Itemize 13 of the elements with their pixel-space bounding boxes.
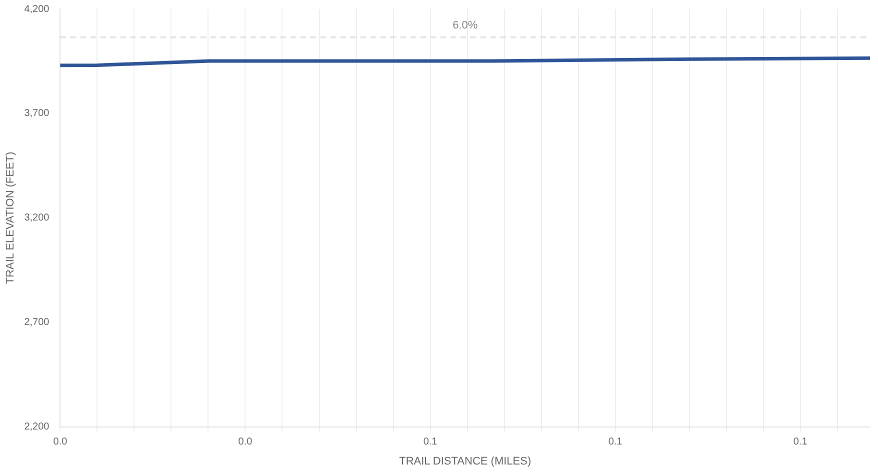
y-tick-label: 3,200 — [24, 212, 50, 224]
annotation: 6.0% — [452, 20, 478, 32]
x-axis-title: TRAIL DISTANCE (MILES) — [399, 455, 532, 468]
x-tick-label: 0.1 — [423, 436, 438, 448]
x-tick-label: 0.0 — [238, 436, 253, 448]
y-tick-label: 3,700 — [24, 108, 50, 120]
x-tick-label: 0.0 — [53, 436, 68, 448]
y-tick-label: 4,200 — [24, 4, 50, 15]
y-tick-label: 2,200 — [24, 422, 50, 433]
y-tick-label: 2,700 — [24, 317, 50, 328]
x-tick-label: 0.1 — [608, 436, 623, 448]
y-axis-title: TRAIL ELEVATION (FEET) — [4, 152, 17, 284]
x-tick-label: 0.1 — [793, 436, 808, 448]
